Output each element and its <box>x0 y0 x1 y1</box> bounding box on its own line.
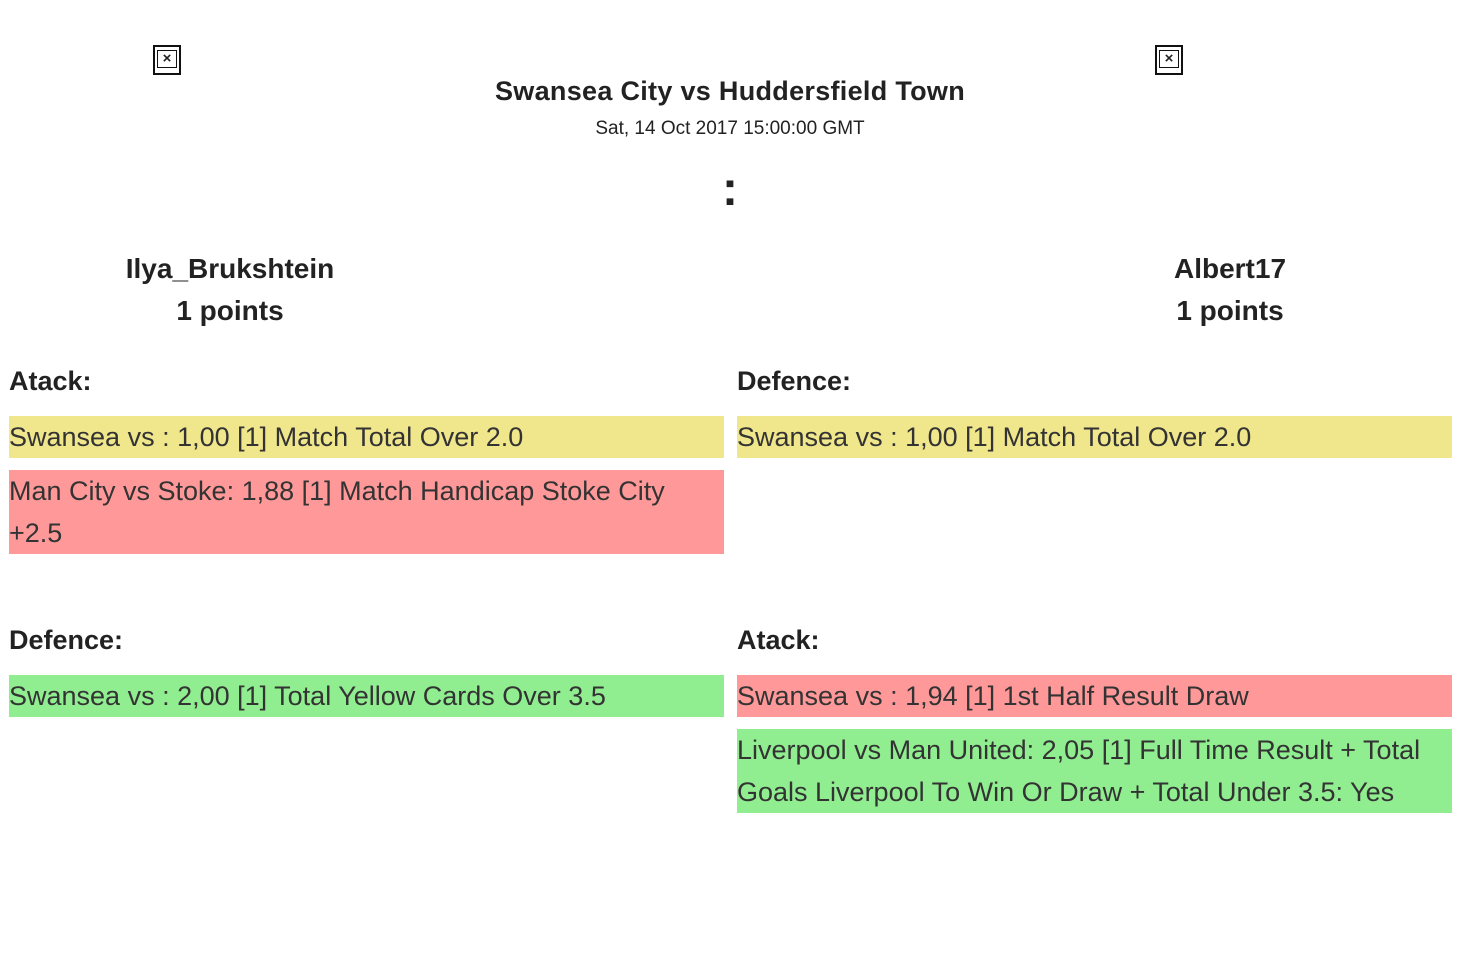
player-name[interactable]: Albert17 <box>1173 253 1287 284</box>
bet-item: Liverpool vs Man United: 2,05 [1] Full T… <box>737 729 1452 813</box>
left-atack-title: Atack: <box>9 366 92 396</box>
bet-item: Swansea vs : 1,00 [1] Match Total Over 2… <box>737 416 1452 458</box>
left-defence-title: Defence: <box>9 625 124 655</box>
bet-item: Swansea vs : 1,00 [1] Match Total Over 2… <box>9 416 724 458</box>
right-atack-title: Atack: <box>737 625 820 655</box>
match-score: : <box>722 163 738 216</box>
match-date: Sat, 14 Oct 2017 15:00:00 GMT <box>595 118 865 139</box>
player-right: Albert17 1 points <box>1080 248 1380 332</box>
bet-item: Swansea vs : 2,00 [1] Total Yellow Cards… <box>9 675 724 717</box>
player-name[interactable]: Ilya_Brukshtein <box>125 253 335 284</box>
bet-item: Swansea vs : 1,94 [1] 1st Half Result Dr… <box>737 675 1452 717</box>
team-logo-broken-image-icon: × <box>153 45 181 75</box>
bet-item: Man City vs Stoke: 1,88 [1] Match Handic… <box>9 470 724 554</box>
player-points: 1 points <box>176 295 284 326</box>
player-left: Ilya_Brukshtein 1 points <box>80 248 380 332</box>
match-title: Swansea City vs Huddersfield Town <box>494 76 965 106</box>
right-defence-title: Defence: <box>737 366 852 396</box>
player-points: 1 points <box>1176 295 1284 326</box>
team-logo-broken-image-icon: × <box>1155 45 1183 75</box>
